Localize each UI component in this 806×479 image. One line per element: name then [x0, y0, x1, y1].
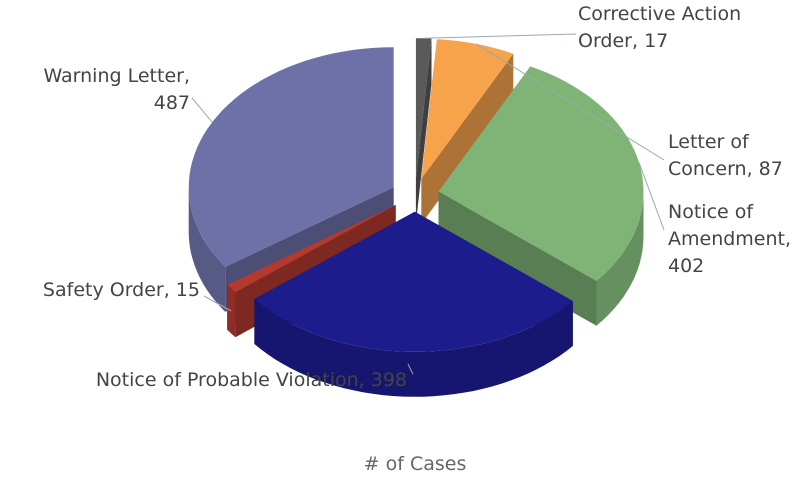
slice	[254, 211, 573, 397]
leader-line	[423, 33, 577, 39]
data-label-line: Safety Order, 15	[43, 279, 200, 301]
data-label-line: Corrective Action	[578, 3, 741, 25]
leader-line	[191, 97, 213, 123]
slice-wall	[227, 284, 236, 338]
slice-top	[188, 47, 394, 267]
slice-top	[415, 38, 432, 179]
leader-line	[638, 162, 665, 231]
data-label: Letter of Concern, 87	[668, 131, 783, 180]
data-label-line: 487	[154, 92, 190, 114]
data-label: Warning Letter, 487	[43, 65, 190, 114]
slice-side	[421, 53, 514, 224]
data-label-line: 402	[668, 255, 704, 277]
leader-line	[203, 295, 232, 312]
slice-top	[227, 205, 396, 293]
data-label: Safety Order, 15	[43, 279, 200, 301]
data-label: Notice of Probable Violation, 398	[96, 369, 407, 391]
slice-top	[438, 66, 644, 281]
data-label-line: Amendment,	[668, 228, 791, 250]
slice	[421, 39, 514, 224]
slice-side	[415, 38, 432, 224]
slice-top	[421, 39, 514, 179]
leader-line	[407, 363, 414, 375]
slice-wall	[188, 187, 226, 312]
slice-wall	[596, 191, 644, 326]
slice-wall	[254, 299, 573, 397]
x-axis-label: # of Cases	[364, 453, 467, 475]
data-label-line: Letter of	[668, 131, 750, 153]
data-label: Notice of Amendment, 402	[668, 201, 791, 277]
data-label-line: Order, 17	[578, 30, 668, 52]
data-label-line: Notice of Probable Violation, 398	[96, 369, 407, 391]
data-label-line: Warning Letter,	[43, 65, 190, 87]
data-label-line: Notice of	[668, 201, 754, 223]
slice-top	[254, 211, 573, 352]
slice	[415, 38, 432, 224]
data-label-line: Concern, 87	[668, 158, 783, 180]
leader-line	[475, 43, 665, 161]
data-label: Corrective Action Order, 17	[578, 3, 741, 52]
